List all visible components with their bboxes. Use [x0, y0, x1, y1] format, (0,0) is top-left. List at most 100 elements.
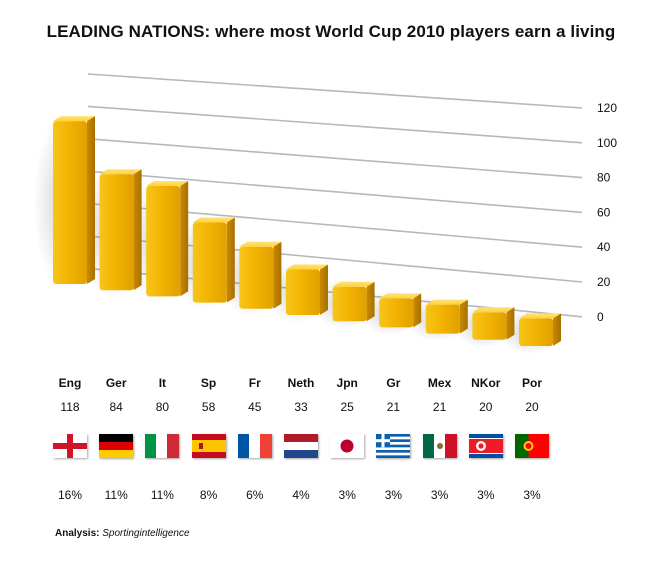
bar-side	[459, 299, 468, 334]
player-count: 58	[201, 400, 216, 414]
bar-side	[87, 116, 95, 284]
bar-front	[332, 286, 367, 322]
bar-front	[146, 186, 181, 297]
bar-jpn	[332, 281, 375, 322]
netherlands-flag-icon	[284, 434, 318, 458]
source-name: Sportingintelligence	[102, 528, 190, 539]
player-count: 21	[432, 400, 447, 414]
greece-flag-icon	[376, 434, 411, 458]
y-tick-label: 0	[597, 310, 604, 324]
bar-ger	[99, 169, 142, 291]
bar-top	[472, 307, 515, 313]
country-label: Sp	[200, 376, 217, 390]
y-tick-label: 20	[597, 275, 611, 289]
player-count: 118	[60, 400, 80, 414]
country-label: Jpn	[336, 376, 358, 390]
bar-chart: 0 20 40 60 80 100 120	[33, 73, 617, 355]
germany-flag-icon	[99, 434, 134, 458]
share-percent: 4%	[292, 488, 310, 502]
bar-top	[519, 313, 561, 319]
bar-neth	[286, 264, 328, 315]
bar-front	[286, 269, 320, 315]
country-label: Gr	[386, 376, 401, 390]
gridline	[87, 170, 583, 214]
y-tick-label: 80	[597, 171, 611, 185]
player-count: 45	[248, 400, 262, 414]
gridline	[87, 73, 583, 109]
source-note: Analysis: Sportingintelligence	[55, 528, 190, 539]
bar-it	[146, 181, 189, 297]
bar-side	[273, 241, 282, 309]
bar-side	[506, 307, 515, 340]
gridline	[87, 138, 583, 179]
bar-fr	[239, 241, 282, 309]
share-percent: 8%	[199, 488, 218, 502]
spain-flag-icon	[191, 434, 226, 458]
share-percent: 3%	[338, 488, 356, 502]
player-count: 84	[109, 400, 123, 414]
bar-front	[379, 298, 414, 328]
player-count: 25	[340, 400, 354, 414]
bar-top	[332, 281, 375, 287]
north-korea-flag-icon	[468, 434, 503, 458]
share-percent: 3%	[430, 488, 449, 502]
bar-nkor	[472, 307, 515, 340]
bar-side	[320, 264, 328, 315]
share-percent: 3%	[523, 488, 541, 502]
italy-flag-icon	[145, 434, 180, 458]
bar-por	[519, 313, 561, 346]
country-label: It	[158, 376, 167, 390]
share-percent: 3%	[384, 488, 403, 502]
country-label: Neth	[287, 376, 315, 390]
bar-top	[239, 241, 282, 247]
bar-top	[286, 264, 328, 270]
bar-front	[519, 318, 553, 346]
bar-side	[180, 181, 189, 297]
chart-title: LEADING NATIONS: where most World Cup 20…	[46, 22, 616, 41]
bar-top	[99, 169, 142, 175]
bar-mex	[425, 299, 468, 334]
bar-gr	[379, 293, 422, 328]
bar-top	[379, 293, 422, 299]
country-label: Ger	[105, 376, 127, 390]
bar-front	[192, 222, 227, 303]
country-label: Fr	[248, 376, 261, 390]
source-label: Analysis:	[55, 528, 100, 539]
bar-top	[192, 217, 235, 223]
japan-flag-icon	[330, 434, 365, 458]
y-tick-label: 60	[597, 205, 611, 219]
bar-side	[366, 281, 375, 322]
bar-sp	[192, 217, 235, 303]
share-percent: 11%	[150, 488, 174, 502]
bar-eng	[53, 116, 95, 284]
country-label: Por	[521, 376, 542, 390]
y-tick-label: 120	[597, 101, 617, 115]
bar-front	[472, 312, 507, 340]
country-label: NKor	[471, 376, 501, 390]
bar-front	[53, 121, 87, 284]
bar-side	[413, 293, 422, 328]
country-label: Mex	[427, 376, 452, 390]
bar-top	[425, 299, 468, 305]
share-percent: 3%	[477, 488, 495, 502]
bar-side	[226, 217, 235, 303]
mexico-flag-icon	[422, 434, 457, 458]
player-count: 21	[386, 400, 401, 414]
player-count: 20	[525, 400, 539, 414]
france-flag-icon	[237, 434, 272, 458]
country-label: Eng	[58, 376, 82, 390]
player-count: 33	[294, 400, 308, 414]
player-count: 80	[155, 400, 170, 414]
bar-front	[99, 174, 134, 291]
player-count: 20	[479, 400, 493, 414]
england-flag-icon	[53, 434, 87, 458]
y-tick-label: 100	[597, 136, 617, 150]
share-percent: 11%	[104, 488, 128, 502]
y-tick-label: 40	[597, 240, 611, 254]
bar-side	[553, 313, 561, 346]
bar-top	[146, 181, 189, 186]
share-percent: 6%	[246, 488, 264, 502]
bar-side	[133, 169, 142, 291]
bar-front	[425, 304, 460, 334]
share-percent: 16%	[57, 488, 83, 502]
